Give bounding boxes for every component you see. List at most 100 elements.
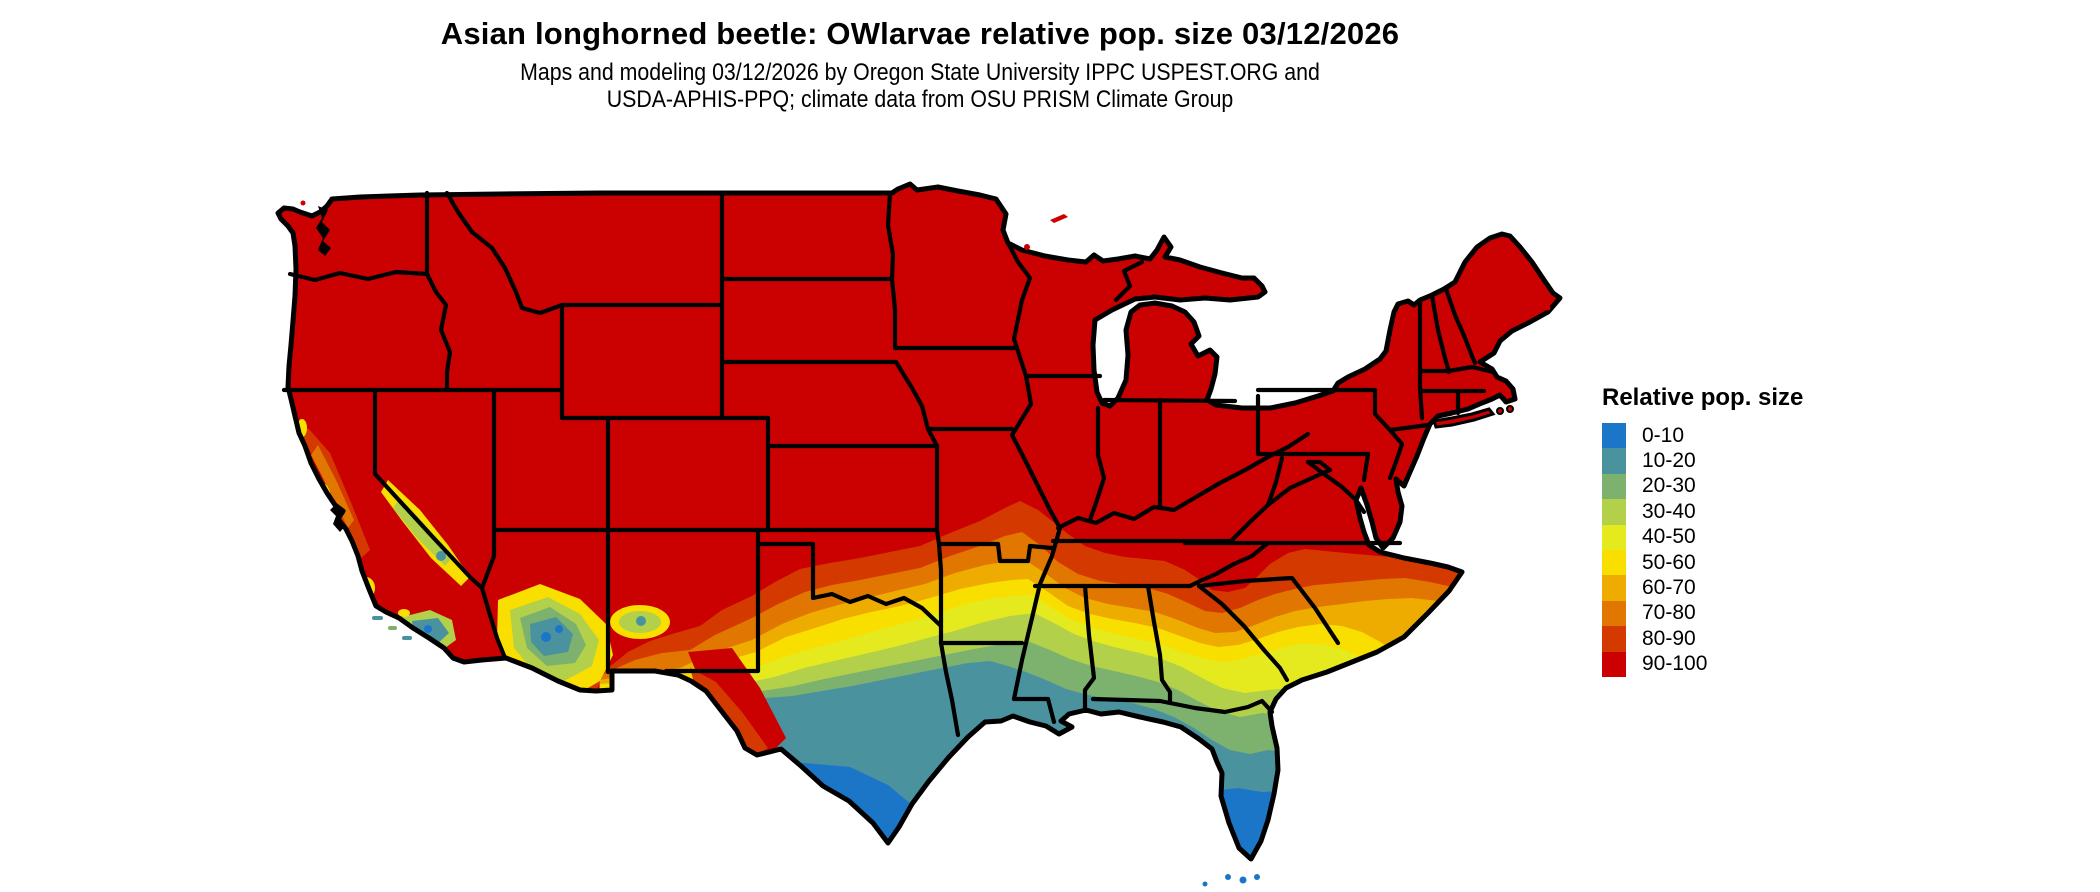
state-borders [281, 190, 1496, 738]
legend-item: 50-60 [1602, 549, 1803, 576]
border-ga-al [1145, 583, 1173, 705]
patch-bigbend-red [688, 648, 786, 756]
florida-key-1 [1225, 874, 1231, 880]
legend-item: 80-90 [1602, 626, 1803, 652]
border-nc-sc [1196, 575, 1341, 646]
border-mo-ok-ar-la-west [934, 443, 961, 738]
legend-item: 90-100 [1602, 651, 1803, 677]
border-ga-sc [1196, 583, 1290, 683]
border-mississippi-river [1005, 240, 1063, 702]
border-ms-la [1011, 696, 1057, 725]
island-isle-royale [1050, 214, 1068, 223]
legend-item-label: 90-100 [1642, 652, 1708, 676]
patch-az-blue-dot1 [541, 632, 551, 642]
border-id-mt [444, 190, 565, 316]
border-mo-ar [938, 541, 1055, 564]
border-ma-north [1417, 364, 1496, 375]
border-mi-south [1101, 397, 1238, 404]
patch-socal-yellow-dot [398, 609, 410, 617]
florida-key-4 [1202, 881, 1208, 887]
us-outline [275, 181, 1563, 862]
border-ny-nj [1387, 422, 1431, 433]
legend-item: 70-80 [1602, 600, 1803, 627]
island-maine-speck [1545, 305, 1551, 311]
border-wa-id [424, 190, 453, 393]
border-il-in [1087, 405, 1107, 523]
border-al-ms [1082, 583, 1097, 713]
legend-item-label: 70-80 [1642, 601, 1696, 625]
islands-and-water-details [300, 200, 1551, 887]
island-marthas-vineyard [1496, 407, 1504, 415]
border-nv-ut-az [479, 387, 497, 591]
florida-key-2 [1239, 876, 1247, 884]
patch-gila-teal-dot [636, 616, 646, 626]
legend-item-label: 20-30 [1642, 474, 1696, 498]
border-ia-mo [925, 426, 1015, 449]
legend-item-label: 60-70 [1642, 576, 1696, 600]
island-nantucket [1506, 405, 1514, 413]
legend-item-label: 80-90 [1642, 626, 1696, 650]
legend-item: 0-10 [1602, 423, 1803, 449]
class-0-10-area-florida [1206, 788, 1290, 859]
border-mn-west [885, 190, 898, 351]
patch-ca-valley-orange [311, 445, 354, 528]
legend-item-label: 0-10 [1642, 423, 1685, 447]
legend-item: 20-30 [1602, 473, 1803, 500]
border-nc-tn [1187, 540, 1271, 589]
legend-color-swatch [1602, 575, 1626, 601]
subtitle-line-1: Maps and modeling 03/12/2026 by Oregon S… [520, 59, 1320, 86]
border-wv-va-east [1305, 459, 1333, 473]
legend-color-swatch [1602, 448, 1626, 474]
patch-sierra-teal-dot [436, 551, 446, 561]
border-md-de [1361, 451, 1371, 483]
subtitle-line-2: USDA-APHIS-PPQ; climate data from OSU PR… [606, 86, 1234, 113]
legend-item-label: 10-20 [1642, 449, 1696, 473]
legend-item-label: 30-40 [1642, 499, 1696, 523]
legend-color-swatch [1602, 524, 1626, 550]
legend-color-swatch [1602, 499, 1626, 525]
legend-color-swatch [1602, 423, 1626, 449]
island-madeline [1024, 244, 1030, 250]
legend: Relative pop. size 0-10 10-20 20-30 30-4… [1602, 384, 1803, 677]
sf-bay [330, 506, 345, 532]
figure-title: Asian longhorned beetle: OWlarvae relati… [440, 16, 1400, 51]
border-nd-sd-ne [719, 276, 931, 432]
patch-riogrande-orange [690, 668, 768, 756]
legend-color-swatch [1602, 626, 1626, 652]
border-vt-nh [1429, 293, 1452, 375]
legend-color-swatch [1602, 600, 1626, 627]
legend-item: 30-40 [1602, 499, 1803, 525]
patch-socal-blue-dot1 [424, 625, 432, 633]
florida-key-3 [1254, 874, 1260, 880]
legend-item: 60-70 [1602, 575, 1803, 601]
border-wy-box [559, 190, 771, 421]
legend-item: 10-20 [1602, 448, 1803, 474]
border-wa-or [287, 269, 430, 283]
legend-item-label: 50-60 [1642, 550, 1696, 574]
channel-island-3 [402, 636, 412, 640]
legend-color-swatch [1602, 549, 1626, 576]
puget-sound [316, 206, 331, 256]
island-san-juan [300, 200, 306, 206]
legend-title: Relative pop. size [1602, 384, 1804, 411]
border-wi-mi [1113, 259, 1145, 303]
border-tn-ky-va [1050, 538, 1403, 546]
border-fl-north [1090, 696, 1275, 715]
border-ny-vt-ma-ct [1417, 299, 1425, 421]
border-nh-me [1443, 286, 1478, 366]
legend-color-swatch [1602, 473, 1626, 500]
legend-color-swatch [1602, 651, 1626, 677]
legend-item-label: 40-50 [1642, 525, 1696, 549]
legend-items: 0-10 10-20 20-30 30-40 40-50 50-60 60-70 [1602, 423, 1803, 677]
legend-item: 40-50 [1602, 524, 1803, 550]
border-ohio-river [1055, 431, 1311, 531]
channel-island-2 [388, 626, 397, 630]
figure-subtitle: Maps and modeling 03/12/2026 by Oregon S… [333, 59, 1508, 113]
patch-sierra-green [393, 498, 452, 566]
border-ok-tx-panhandle [663, 527, 944, 674]
patch-az-blue-dot2 [555, 625, 563, 633]
channel-island-1 [372, 616, 383, 620]
long-island [1432, 407, 1496, 429]
